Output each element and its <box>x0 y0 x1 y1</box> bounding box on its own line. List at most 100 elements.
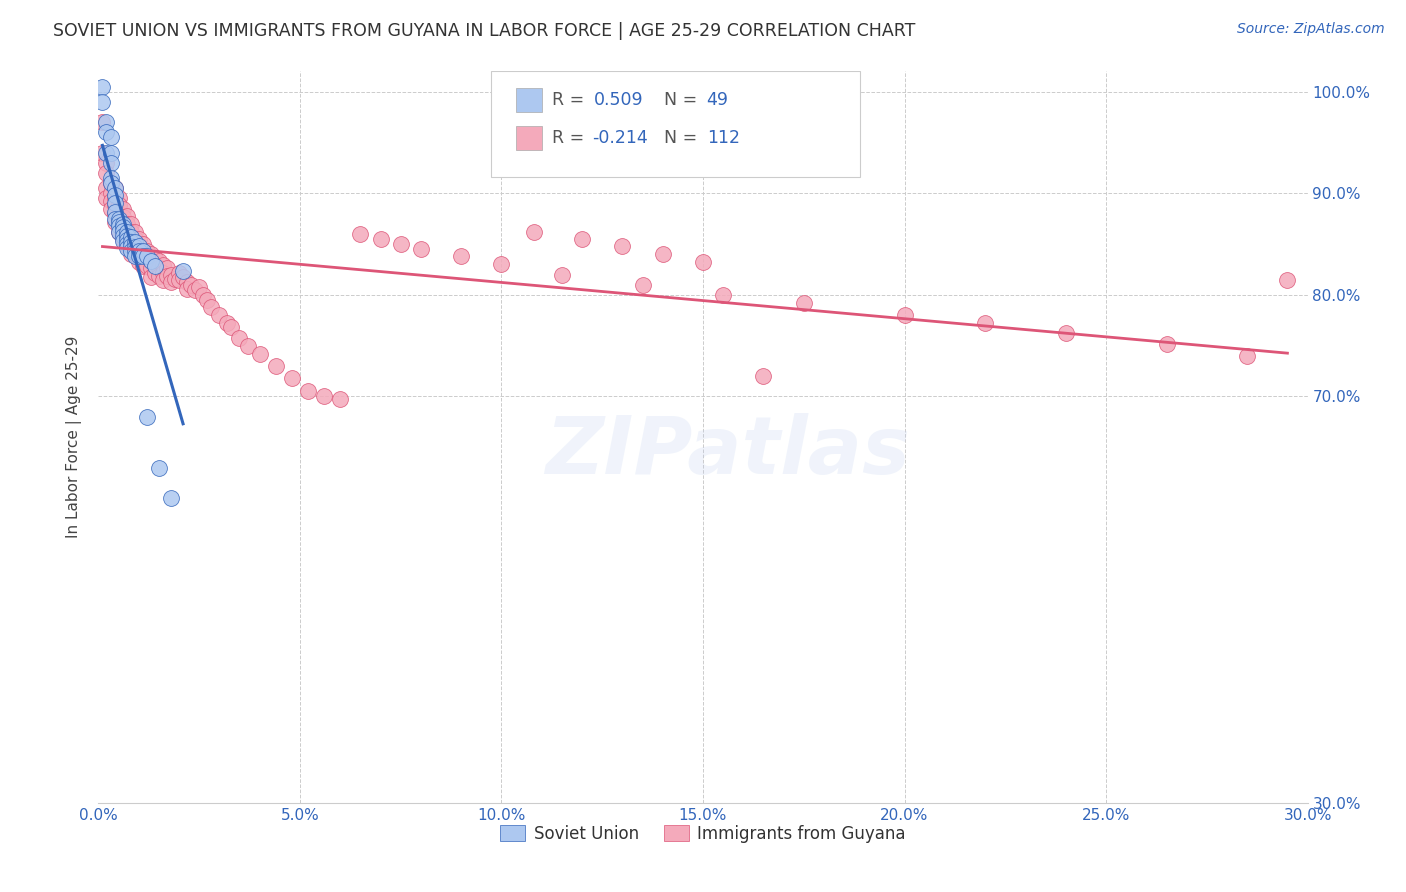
Point <box>100 155 122 169</box>
Point <box>152 266 174 280</box>
Point <box>551 268 574 282</box>
Text: R =: R = <box>551 129 583 147</box>
Point <box>96 166 118 180</box>
Point <box>103 206 125 220</box>
Point <box>128 249 150 263</box>
Point <box>120 235 142 249</box>
Point <box>111 217 134 231</box>
Point <box>132 249 155 263</box>
Point <box>124 244 146 259</box>
Point <box>120 239 142 253</box>
Point <box>115 225 138 239</box>
Point <box>91 95 114 109</box>
Point <box>143 259 166 273</box>
Point <box>100 186 122 201</box>
Point <box>128 244 150 259</box>
Point <box>135 249 157 263</box>
Point <box>893 308 915 322</box>
Point <box>107 219 129 233</box>
Point <box>107 225 129 239</box>
Point <box>188 279 211 293</box>
Point <box>111 232 134 246</box>
Text: R =: R = <box>551 91 583 109</box>
Point <box>236 338 259 352</box>
Text: N =: N = <box>664 91 697 109</box>
Point <box>132 244 155 259</box>
Point <box>370 232 392 246</box>
Point <box>107 206 129 220</box>
Point <box>107 215 129 229</box>
Point <box>124 240 146 254</box>
Point <box>128 239 150 253</box>
Point <box>132 260 155 274</box>
Point <box>163 271 186 285</box>
Point <box>523 225 546 239</box>
Point <box>409 242 432 256</box>
Point <box>297 384 319 399</box>
Y-axis label: In Labor Force | Age 25-29: In Labor Force | Age 25-29 <box>66 336 83 538</box>
Point <box>96 115 118 129</box>
Point <box>612 239 634 253</box>
Point <box>115 233 138 247</box>
Point <box>974 316 997 330</box>
Point <box>115 228 138 243</box>
Point <box>208 308 231 322</box>
Point <box>120 230 142 244</box>
Point <box>228 330 250 344</box>
Point <box>96 191 118 205</box>
Point <box>692 255 714 269</box>
Point <box>135 252 157 266</box>
Point <box>96 155 118 169</box>
Point <box>314 389 336 403</box>
Point <box>160 268 183 282</box>
Point <box>91 79 114 94</box>
Point <box>132 244 155 259</box>
Point <box>91 115 114 129</box>
Point <box>143 252 166 266</box>
Point <box>115 239 138 253</box>
FancyBboxPatch shape <box>516 126 543 150</box>
Point <box>128 239 150 253</box>
Point <box>111 234 134 248</box>
Point <box>124 239 146 253</box>
Point <box>107 198 129 212</box>
Point <box>349 227 371 241</box>
Point <box>128 232 150 246</box>
FancyBboxPatch shape <box>492 71 860 178</box>
Point <box>193 288 215 302</box>
Point <box>152 259 174 273</box>
Point <box>167 266 190 280</box>
Point <box>120 244 142 259</box>
Point <box>1156 336 1178 351</box>
Point <box>148 254 170 268</box>
Point <box>128 247 150 261</box>
Point <box>115 231 138 245</box>
Text: 0.509: 0.509 <box>595 91 644 109</box>
Text: -0.214: -0.214 <box>592 129 648 147</box>
Point <box>1277 272 1299 286</box>
Text: 112: 112 <box>707 129 740 147</box>
Point <box>135 409 157 424</box>
Point <box>143 260 166 274</box>
Point <box>91 145 114 160</box>
Point <box>160 275 183 289</box>
Point <box>124 232 146 246</box>
Point <box>180 277 202 292</box>
Point <box>711 288 734 302</box>
Point <box>103 181 125 195</box>
Point <box>264 359 287 373</box>
Point <box>111 219 134 234</box>
Point <box>120 239 142 253</box>
Point <box>103 198 125 212</box>
Point <box>124 249 146 263</box>
Point <box>111 225 134 239</box>
Point <box>132 237 155 252</box>
Point <box>124 235 146 249</box>
Point <box>152 272 174 286</box>
Point <box>115 241 138 255</box>
Point <box>96 181 118 195</box>
Point <box>793 296 815 310</box>
Text: 49: 49 <box>707 91 728 109</box>
Point <box>389 237 412 252</box>
Point <box>103 188 125 202</box>
